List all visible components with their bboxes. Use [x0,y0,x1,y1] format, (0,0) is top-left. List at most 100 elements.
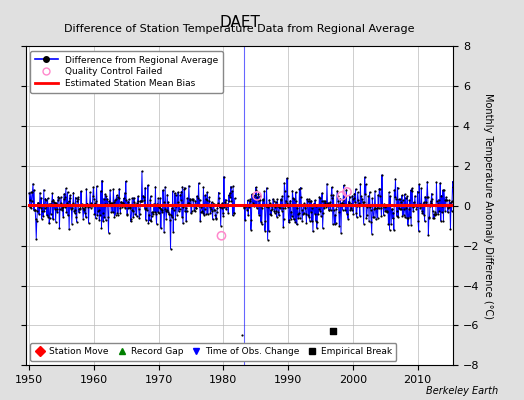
Point [81,204,90,210]
Point [275,212,283,218]
Point [282,200,291,206]
Point [320,204,329,211]
Point [25,190,34,196]
Point [295,186,303,192]
Point [246,198,254,204]
Point [421,194,429,200]
Point [43,195,52,202]
Point [311,218,320,224]
Point [65,226,73,232]
Point [206,204,214,210]
Point [230,210,238,216]
Point [411,202,420,208]
Point [76,206,84,212]
Point [285,219,293,226]
Point [153,201,161,207]
Point [359,201,367,207]
Point [250,192,259,198]
Point [254,190,263,197]
Point [193,193,201,199]
Point [248,200,257,206]
Point [381,208,389,214]
Point [223,201,231,207]
Point [357,193,366,200]
Point [341,194,349,200]
Point [86,204,95,211]
Point [291,218,299,225]
Point [432,179,441,186]
Point [409,208,418,214]
Point [292,221,301,228]
Point [293,210,302,217]
Point [390,187,399,193]
Point [416,204,424,211]
Point [261,218,270,224]
Point [176,192,184,198]
Point [163,191,171,198]
Point [355,203,363,210]
Point [437,192,445,199]
Point [137,198,145,204]
Point [111,197,119,203]
Point [430,215,439,221]
Point [170,207,178,213]
Point [97,188,105,194]
Point [30,207,39,213]
Point [60,190,69,197]
Point [46,201,54,207]
Point [140,197,148,203]
Point [294,210,303,217]
Point [242,202,250,208]
Point [268,203,276,210]
Point [214,200,222,206]
Point [404,215,412,222]
Point [344,216,352,222]
Point [277,208,286,214]
Point [128,195,136,201]
Point [307,209,315,215]
Point [356,213,364,219]
Point [292,198,300,204]
Point [383,209,391,216]
Point [290,202,299,208]
Point [82,214,90,220]
Point [357,202,365,208]
Point [190,207,199,213]
Point [88,203,96,209]
Point [386,193,394,199]
Point [265,197,274,203]
Point [373,205,381,212]
Point [347,207,356,213]
Point [132,202,140,208]
Legend: Station Move, Record Gap, Time of Obs. Change, Empirical Break: Station Move, Record Gap, Time of Obs. C… [30,343,397,361]
Point [39,213,48,219]
Point [75,206,83,212]
Point [226,190,234,196]
Point [50,199,58,205]
Point [414,228,423,234]
Point [166,217,174,224]
Point [126,218,135,224]
Point [291,189,300,196]
Point [428,190,436,197]
Point [322,204,331,210]
Point [260,188,269,194]
Point [45,220,53,227]
Point [89,192,97,199]
Point [225,192,233,198]
Point [352,210,361,216]
Point [178,214,186,220]
Point [73,198,81,204]
Point [171,190,179,196]
Point [64,212,72,218]
Point [84,220,93,226]
Point [31,207,39,213]
Point [162,216,170,223]
Point [220,204,228,210]
Point [340,201,348,208]
Point [323,180,331,187]
Point [244,212,253,219]
Point [151,208,159,215]
Point [63,200,71,206]
Point [445,197,454,204]
